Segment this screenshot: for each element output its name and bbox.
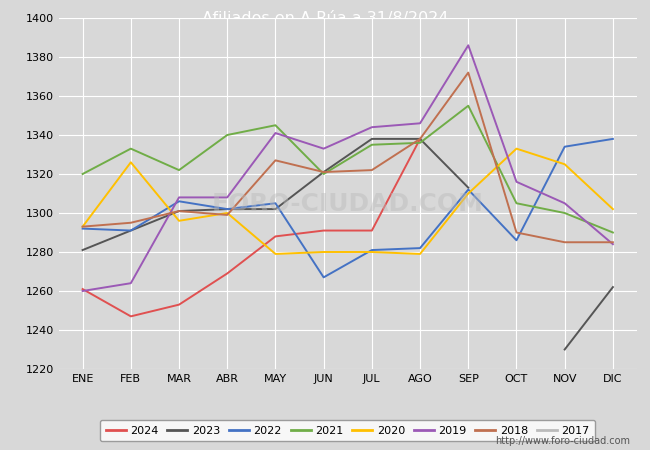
2021: [175, 167, 183, 173]
2024: [368, 228, 376, 233]
2024: [175, 302, 183, 307]
2022: [272, 201, 280, 206]
2024: [127, 314, 135, 319]
2018: [79, 224, 86, 230]
2021: [320, 171, 328, 177]
2021: [272, 122, 280, 128]
2018: [224, 212, 231, 218]
Line: 2019: 2019: [83, 45, 613, 291]
2023: [368, 136, 376, 142]
2022: [609, 136, 617, 142]
2020: [272, 251, 280, 256]
2023: [127, 228, 135, 233]
2021: [513, 201, 521, 206]
2020: [79, 224, 86, 230]
2021: [609, 230, 617, 235]
2020: [513, 146, 521, 151]
2024: [272, 234, 280, 239]
2018: [416, 136, 424, 142]
Line: 2021: 2021: [83, 106, 613, 233]
2018: [368, 167, 376, 173]
2018: [272, 158, 280, 163]
2020: [127, 160, 135, 165]
2019: [416, 121, 424, 126]
2018: [513, 230, 521, 235]
2022: [224, 207, 231, 212]
2023: [175, 208, 183, 214]
2022: [464, 187, 472, 192]
2023: [224, 207, 231, 212]
2020: [561, 162, 569, 167]
Text: http://www.foro-ciudad.com: http://www.foro-ciudad.com: [495, 436, 630, 446]
2021: [224, 132, 231, 138]
2020: [464, 191, 472, 196]
2020: [609, 207, 617, 212]
2022: [175, 198, 183, 204]
2022: [320, 274, 328, 280]
2020: [175, 218, 183, 224]
2022: [127, 228, 135, 233]
2018: [609, 239, 617, 245]
2020: [224, 210, 231, 216]
2024: [320, 228, 328, 233]
2020: [320, 249, 328, 255]
2019: [320, 146, 328, 151]
Text: FORO-CIUDAD.COM: FORO-CIUDAD.COM: [212, 192, 484, 216]
2019: [464, 43, 472, 48]
2022: [368, 248, 376, 253]
2021: [561, 210, 569, 216]
2023: [464, 185, 472, 190]
Line: 2024: 2024: [83, 139, 420, 316]
2021: [127, 146, 135, 151]
2022: [561, 144, 569, 149]
2023: [79, 248, 86, 253]
2019: [79, 288, 86, 294]
2018: [127, 220, 135, 225]
2023: [320, 169, 328, 175]
2023: [272, 207, 280, 212]
2019: [272, 130, 280, 136]
2024: [416, 136, 424, 142]
2019: [609, 242, 617, 247]
2020: [368, 249, 376, 255]
2018: [175, 208, 183, 214]
Line: 2022: 2022: [83, 139, 613, 277]
2022: [79, 226, 86, 231]
Legend: 2024, 2023, 2022, 2021, 2020, 2019, 2018, 2017: 2024, 2023, 2022, 2021, 2020, 2019, 2018…: [100, 420, 595, 441]
2021: [79, 171, 86, 177]
2018: [464, 70, 472, 75]
2022: [513, 238, 521, 243]
2021: [464, 103, 472, 108]
Line: 2018: 2018: [83, 72, 613, 242]
2019: [513, 179, 521, 184]
2021: [368, 142, 376, 148]
2024: [79, 286, 86, 292]
2022: [416, 245, 424, 251]
2018: [320, 169, 328, 175]
2018: [561, 239, 569, 245]
2019: [127, 280, 135, 286]
2019: [368, 125, 376, 130]
2023: [416, 136, 424, 142]
2019: [224, 195, 231, 200]
2024: [224, 271, 231, 276]
2021: [416, 140, 424, 145]
2019: [561, 201, 569, 206]
2020: [416, 251, 424, 256]
2019: [175, 195, 183, 200]
Line: 2020: 2020: [83, 148, 613, 254]
Line: 2023: 2023: [83, 139, 468, 250]
Text: Afiliados en A Rúa a 31/8/2024: Afiliados en A Rúa a 31/8/2024: [202, 11, 448, 26]
